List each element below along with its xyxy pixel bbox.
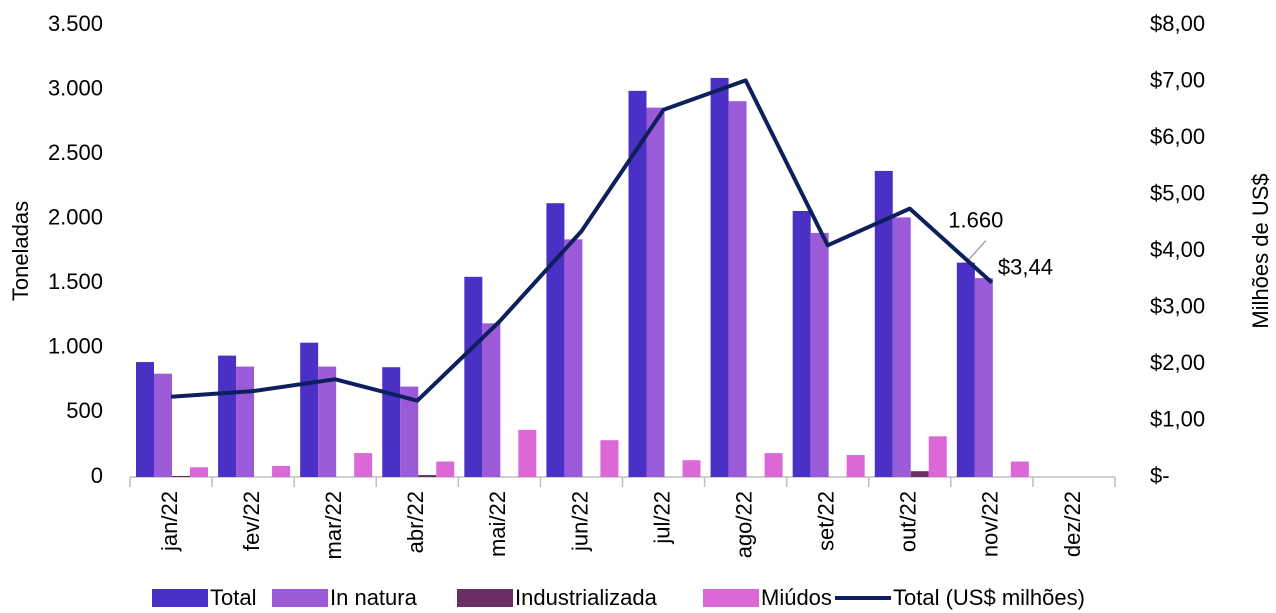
- x-tick-label: set/22: [814, 491, 839, 551]
- bar: [546, 203, 565, 477]
- line: [170, 78, 994, 403]
- leader-line: [967, 240, 987, 262]
- legend-label: Total: [210, 585, 256, 610]
- bar: [874, 170, 893, 477]
- legend-swatch: [457, 589, 513, 607]
- legend-label: Industrializada: [515, 585, 658, 610]
- y-tick-label: 2.000: [48, 205, 103, 230]
- y2-tick-label: $4,00: [1150, 237, 1205, 262]
- bar: [136, 362, 154, 477]
- bar: [400, 386, 419, 477]
- y2-tick-label: $2,00: [1150, 350, 1205, 375]
- y2-tick-label: $-: [1150, 463, 1170, 488]
- y-tick-label: 3.000: [48, 75, 103, 100]
- legend-swatch: [703, 589, 759, 607]
- bar: [172, 475, 190, 477]
- data-label: 1.660: [948, 207, 1003, 232]
- bar: [846, 455, 865, 477]
- bar: [236, 366, 255, 477]
- y-tick-label: 1.500: [48, 269, 103, 294]
- y-tick-label: 0: [91, 463, 103, 488]
- bar: [218, 355, 237, 477]
- bar: [190, 467, 208, 477]
- bar: [272, 466, 291, 477]
- y-tick-label: 500: [66, 398, 103, 423]
- x-tick-label: jun/22: [567, 491, 592, 552]
- y2-tick-label: $5,00: [1150, 180, 1205, 205]
- y2-tick-label: $3,00: [1150, 293, 1205, 318]
- y2-tick-label: $1,00: [1150, 406, 1205, 431]
- bar: [792, 210, 811, 478]
- bar: [646, 107, 665, 477]
- bar: [974, 278, 993, 477]
- legend-swatch: [272, 589, 328, 607]
- bar: [710, 77, 729, 477]
- x-tick-label: jan/22: [157, 491, 182, 552]
- x-tick-label: fev/22: [239, 491, 264, 551]
- bar: [418, 475, 437, 477]
- bar: [682, 460, 701, 477]
- bar: [518, 429, 537, 477]
- bar: [764, 453, 783, 477]
- bar: [810, 232, 829, 477]
- bar: [956, 262, 975, 477]
- y-tick-label: 3.500: [48, 11, 103, 36]
- bar: [892, 217, 911, 477]
- bar: [464, 276, 483, 477]
- legend-label: In natura: [330, 585, 418, 610]
- bar: [300, 342, 319, 477]
- y-tick-label: 1.000: [48, 334, 103, 359]
- legend-label: Miúdos: [761, 585, 832, 610]
- y2-tick-label: $8,00: [1150, 11, 1205, 36]
- x-tick-label: abr/22: [403, 491, 428, 553]
- x-tick-label: mai/22: [485, 491, 510, 557]
- bar: [564, 239, 583, 477]
- x-tick-label: nov/22: [978, 491, 1003, 557]
- legend-swatch: [152, 589, 208, 607]
- bar: [928, 436, 947, 477]
- bar: [382, 367, 401, 477]
- x-tick-label: ago/22: [731, 491, 756, 558]
- bar: [318, 366, 337, 477]
- bar: [910, 471, 929, 477]
- x-tick-label: dez/22: [1060, 491, 1085, 557]
- bar: [154, 373, 172, 477]
- bar: [482, 323, 501, 477]
- legend-label: Total (US$ milhões): [893, 585, 1085, 610]
- bar: [600, 440, 619, 477]
- bar: [628, 90, 647, 477]
- y2-axis-label: Milhões de US$: [1248, 173, 1273, 328]
- y2-tick-label: $6,00: [1150, 124, 1205, 149]
- data-label: $3,44: [998, 254, 1053, 279]
- bar: [728, 101, 747, 478]
- y-axis-label: Toneladas: [8, 201, 33, 301]
- bar: [436, 461, 455, 477]
- x-tick-label: mar/22: [321, 491, 346, 559]
- y2-tick-label: $7,00: [1150, 67, 1205, 92]
- x-tick-label: out/22: [896, 491, 921, 552]
- x-tick-label: jul/22: [649, 491, 674, 545]
- bar: [354, 453, 373, 477]
- bar: [1010, 461, 1029, 477]
- y-tick-label: 2.500: [48, 140, 103, 165]
